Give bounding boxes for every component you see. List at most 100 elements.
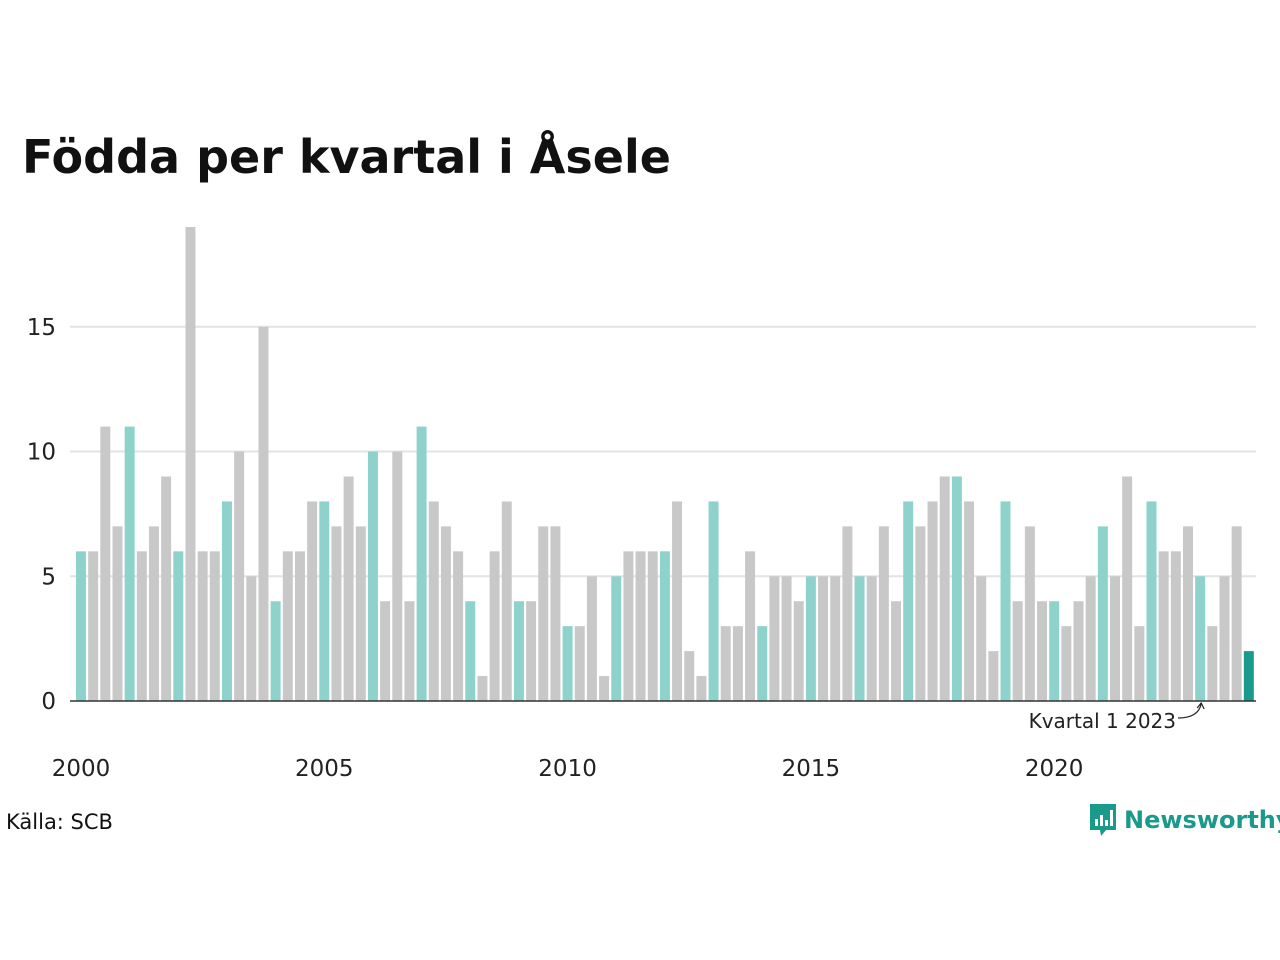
source-label: Källa: SCB: [6, 810, 113, 834]
bar: [732, 626, 743, 701]
bar: [550, 526, 561, 701]
annotation-label: Kvartal 1 2023: [1029, 709, 1176, 733]
bar: [1049, 601, 1060, 701]
bar: [428, 501, 439, 701]
bar: [708, 501, 719, 701]
bar: [1219, 576, 1230, 701]
bar: [136, 551, 147, 701]
bar: [1024, 526, 1035, 701]
bar: [599, 676, 610, 701]
x-tick-label: 2020: [1025, 756, 1084, 782]
x-tick-label: 2010: [538, 756, 597, 782]
bar: [988, 651, 999, 701]
bar: [781, 576, 792, 701]
bar: [380, 601, 391, 701]
bar: [830, 576, 841, 701]
bar: [1243, 651, 1254, 701]
bar: [404, 601, 415, 701]
chart-bubble-icon: [1090, 804, 1116, 836]
annotation-arrowhead: [1196, 701, 1205, 710]
brand-name: Newsworthy: [1124, 806, 1280, 834]
bar: [234, 451, 245, 701]
bar: [574, 626, 585, 701]
bar: [611, 576, 622, 701]
bar: [489, 551, 500, 701]
bar: [842, 526, 853, 701]
bar: [88, 551, 99, 701]
bar: [635, 551, 646, 701]
bar: [1110, 576, 1120, 701]
bar: [976, 576, 987, 701]
bar-chart: 0 5 10 15 2000 2005 2010 2015 2020 Kvartal 1 20…: [27, 227, 1256, 782]
bar: [1000, 501, 1011, 701]
bar: [319, 501, 330, 701]
bar: [513, 601, 524, 701]
bar: [161, 476, 172, 701]
bar: [148, 526, 159, 701]
bar: [112, 526, 123, 701]
bar: [367, 451, 378, 701]
bar: [903, 501, 914, 701]
bar: [258, 326, 269, 701]
bar: [915, 526, 926, 701]
bar: [355, 526, 366, 701]
bar: [1158, 551, 1169, 701]
y-axis-ticks: 0 5 10 15: [27, 315, 56, 715]
bar: [246, 576, 257, 701]
gridlines: [70, 325, 1256, 578]
bar: [270, 601, 281, 701]
bar: [197, 551, 208, 701]
x-tick-label: 2015: [782, 756, 841, 782]
bar: [659, 551, 670, 701]
y-tick-label: 10: [27, 440, 56, 466]
chart-title: Födda per kvartal i Åsele: [22, 130, 671, 184]
bar: [927, 501, 938, 701]
newsworthy-logo: Newsworthy: [1088, 802, 1280, 838]
bar: [343, 476, 354, 701]
bar: [878, 526, 889, 701]
bar: [453, 551, 464, 701]
x-axis-ticks: 2000 2005 2010 2015 2020: [52, 756, 1084, 782]
bar: [1061, 626, 1072, 701]
bar: [1231, 526, 1242, 701]
bar: [76, 551, 86, 701]
bar: [124, 426, 135, 701]
bar: [805, 576, 816, 701]
bar: [185, 227, 196, 701]
bar: [866, 576, 877, 701]
bar: [221, 501, 232, 701]
bar: [294, 551, 305, 701]
bar: [562, 626, 573, 701]
bar: [1195, 576, 1206, 701]
bar: [891, 601, 902, 701]
annotation-arrow: [1177, 703, 1202, 719]
bar: [465, 601, 476, 701]
bar: [1012, 601, 1023, 701]
annotation: Kvartal 1 2023: [1029, 701, 1205, 733]
bar: [1183, 526, 1193, 701]
bar: [1146, 501, 1157, 701]
bars: [76, 227, 1254, 701]
bar: [951, 476, 962, 701]
y-tick-label: 15: [27, 315, 56, 341]
bar: [745, 551, 756, 701]
bar: [173, 551, 184, 701]
y-tick-label: 5: [41, 564, 56, 590]
bar: [209, 551, 220, 701]
bar: [1122, 476, 1133, 701]
bar: [769, 576, 780, 701]
bar: [1073, 601, 1084, 701]
bar: [818, 576, 829, 701]
bar: [1097, 526, 1108, 701]
bar: [100, 426, 111, 701]
bar: [672, 501, 683, 701]
bar: [757, 626, 768, 701]
bar: [307, 501, 318, 701]
bar: [1037, 601, 1048, 701]
bar: [1170, 551, 1181, 701]
x-tick-label: 2005: [295, 756, 354, 782]
bar: [501, 501, 512, 701]
bar: [1085, 576, 1096, 701]
bar: [720, 626, 731, 701]
bar: [1207, 626, 1218, 701]
